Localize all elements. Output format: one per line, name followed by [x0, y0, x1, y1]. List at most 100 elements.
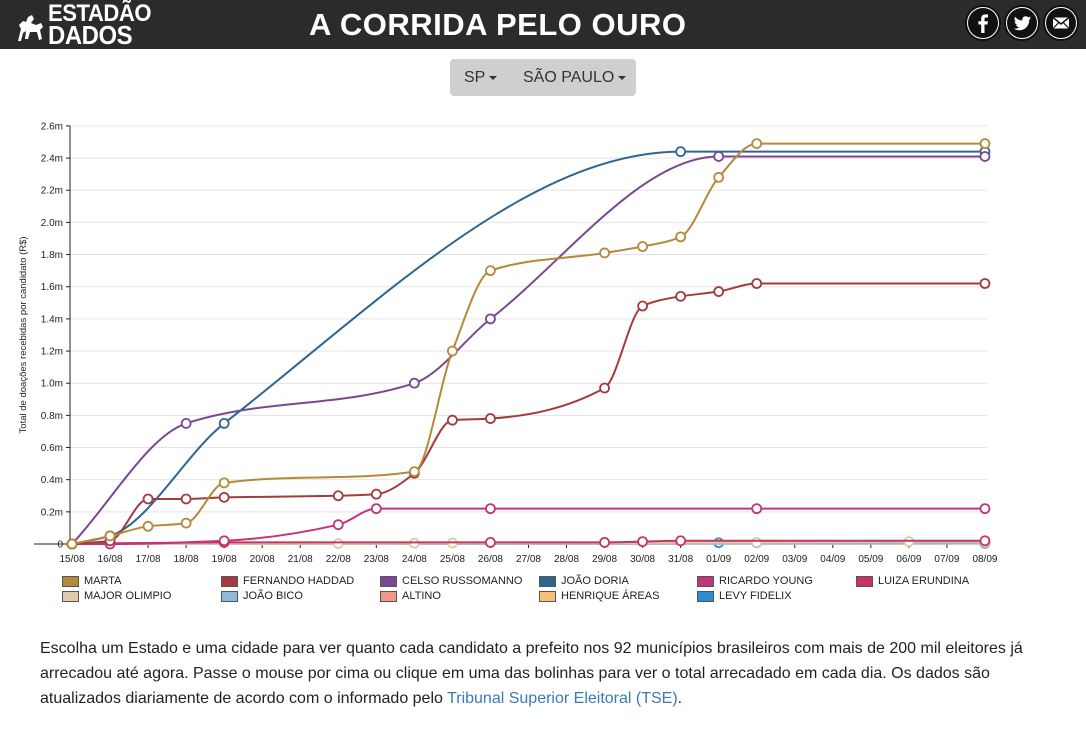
series-line-marta: [71, 142, 985, 545]
data-point[interactable]: [751, 503, 763, 515]
email-share-button[interactable]: [1043, 5, 1079, 41]
data-point[interactable]: [675, 290, 687, 302]
legend-label: LEVY FIDELIX: [719, 590, 792, 602]
data-point[interactable]: [751, 278, 763, 289]
x-tick-label: 28/08: [554, 554, 579, 565]
horse-rider-icon: [18, 15, 43, 41]
x-tick-label: 01/09: [706, 554, 731, 565]
data-point[interactable]: [675, 146, 687, 158]
data-point[interactable]: [713, 286, 725, 297]
data-point[interactable]: [637, 241, 648, 252]
data-point[interactable]: [142, 520, 154, 532]
x-tick-label: 02/09: [744, 554, 769, 565]
data-point[interactable]: [713, 151, 725, 162]
data-point[interactable]: [599, 382, 610, 394]
data-point[interactable]: [599, 247, 610, 259]
city-dropdown-label: SÃO PAULO: [523, 69, 615, 86]
series-line-fernando-haddad: [71, 282, 985, 545]
data-point[interactable]: [180, 417, 192, 429]
x-tick-label: 25/08: [440, 554, 465, 565]
legend-label: JOÃO DORIA: [561, 575, 629, 587]
y-tick-label: 0.8m: [41, 411, 63, 422]
data-point[interactable]: [485, 536, 496, 548]
y-tick-label: 0.2m: [41, 507, 63, 518]
data-point[interactable]: [713, 171, 725, 183]
x-tick-label: 27/08: [516, 554, 541, 565]
legend-label: JOÃO BICO: [243, 590, 303, 602]
data-point[interactable]: [485, 413, 496, 424]
y-axis: 0 0.2m 0.4m 0.6m 0.8m 1.0m 1.2m 1.4m 1.6m 1.8m 2.0…: [41, 121, 71, 551]
series-marta: [66, 138, 991, 550]
tse-link[interactable]: Tribunal Superior Eleitoral (TSE): [447, 690, 678, 707]
y-tick-label: 1.2m: [41, 347, 63, 358]
data-point[interactable]: [675, 535, 687, 547]
data-point[interactable]: [751, 536, 763, 548]
data-point[interactable]: [66, 538, 78, 550]
data-point[interactable]: [979, 138, 991, 150]
x-tick-label: 05/09: [858, 554, 883, 565]
data-point[interactable]: [599, 536, 610, 548]
legend-label: RICARDO YOUNG: [719, 575, 813, 587]
data-point[interactable]: [370, 488, 382, 500]
x-tick-label: 04/09: [820, 554, 845, 565]
twitter-share-button[interactable]: [1004, 5, 1040, 41]
data-point[interactable]: [485, 265, 496, 277]
y-tick-label: 1.6m: [41, 282, 63, 293]
legend-swatch: [380, 591, 397, 602]
data-point[interactable]: [485, 313, 496, 325]
x-tick-label: 22/08: [326, 554, 351, 565]
legend-swatch: [62, 576, 79, 587]
y-tick-label: 2.6m: [41, 121, 63, 132]
y-tick-label: 1.8m: [41, 250, 63, 261]
data-point[interactable]: [446, 345, 458, 357]
data-point[interactable]: [332, 490, 344, 502]
legend-swatch: [62, 591, 79, 602]
data-point[interactable]: [218, 417, 230, 429]
data-point[interactable]: [979, 503, 991, 515]
data-point[interactable]: [979, 535, 991, 547]
y-tick-label: 2.2m: [41, 186, 63, 197]
legend-swatch: [697, 576, 714, 587]
series-line-celso-russomanno: [71, 155, 985, 545]
x-tick-label: 06/09: [896, 554, 921, 565]
data-point[interactable]: [979, 151, 991, 162]
legend-swatch: [380, 576, 397, 587]
x-tick-label: 26/08: [478, 554, 503, 565]
description-suffix: .: [677, 690, 683, 707]
legend-swatch: [697, 591, 714, 602]
data-point[interactable]: [637, 300, 648, 312]
x-tick-label: 16/08: [98, 554, 123, 565]
data-point[interactable]: [446, 414, 458, 426]
data-point[interactable]: [485, 503, 496, 515]
data-point[interactable]: [751, 138, 763, 150]
data-point[interactable]: [218, 491, 230, 503]
data-point[interactable]: [408, 466, 420, 478]
city-dropdown[interactable]: SÃO PAULO: [523, 68, 627, 88]
data-point[interactable]: [370, 503, 382, 515]
x-tick-label: 24/08: [402, 554, 427, 565]
data-point[interactable]: [218, 535, 230, 547]
facebook-share-button[interactable]: [965, 5, 1001, 41]
data-point[interactable]: [332, 519, 344, 531]
data-point[interactable]: [637, 536, 648, 547]
y-tick-label: 2.4m: [41, 154, 63, 165]
data-point[interactable]: [142, 493, 154, 505]
data-point[interactable]: [104, 530, 116, 542]
email-icon: [1046, 8, 1076, 38]
data-point[interactable]: [675, 231, 687, 243]
state-dropdown[interactable]: SP: [464, 68, 498, 88]
x-tick-label: 08/09: [972, 554, 997, 565]
data-point[interactable]: [180, 493, 192, 505]
series-joao-doria: [66, 146, 991, 550]
state-dropdown-label: SP: [464, 69, 486, 86]
data-point[interactable]: [180, 517, 192, 529]
data-point[interactable]: [332, 538, 344, 549]
y-tick-label: 0: [57, 540, 63, 551]
y-tick-label: 1.0m: [41, 379, 63, 390]
legend-label: CELSO RUSSOMANNO: [402, 575, 523, 587]
data-point[interactable]: [218, 477, 230, 489]
data-point[interactable]: [979, 278, 991, 289]
data-point[interactable]: [408, 377, 420, 389]
legend-swatch: [221, 591, 238, 602]
estadao-dados-logo[interactable]: ESTADÃO DADOS: [14, 2, 152, 48]
